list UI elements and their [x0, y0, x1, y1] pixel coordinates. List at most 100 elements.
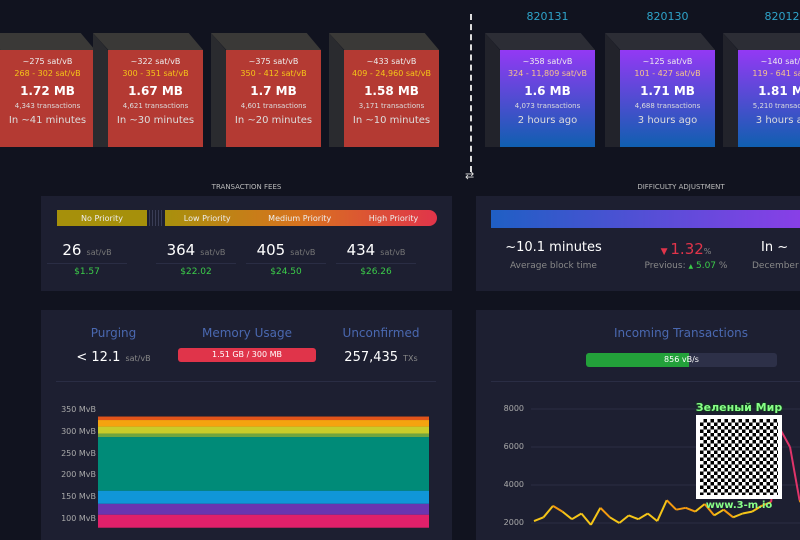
priority-bar: Low Priority Medium Priority High Priori…	[165, 210, 437, 226]
block-age: 3 hours ago	[738, 115, 800, 126]
mined-block[interactable]: ~125 sat/vB 101 - 427 sat/vB 1.71 MB 4,6…	[605, 33, 715, 147]
block-size: 1.71 MB	[620, 84, 715, 98]
fee-rate: 364	[167, 241, 196, 259]
line-segment	[534, 517, 543, 521]
median-fee: ~358 sat/vB	[500, 57, 595, 66]
y-tick-label: 250 MvB	[41, 449, 96, 458]
pct-unit: %	[719, 261, 728, 271]
mempool-block[interactable]: ~375 sat/vB 350 - 412 sat/vB 1.7 MB 4,60…	[211, 33, 321, 147]
line-segment	[648, 514, 657, 522]
fee-range: 119 - 641 sat/vB	[738, 69, 800, 78]
block-height-link[interactable]: 820130	[620, 10, 715, 23]
block-eta: In ~30 minutes	[108, 115, 203, 126]
y-tick-label: 100 MvB	[41, 514, 96, 523]
incoming-rate-bar: 856 vB/s	[586, 353, 777, 367]
no-priority-bar: No Priority	[57, 210, 147, 226]
tx-count: 3,171 transactions	[344, 102, 439, 110]
line-segment	[743, 512, 752, 514]
line-segment	[676, 508, 685, 510]
line-segment	[591, 508, 600, 525]
area-band	[98, 504, 429, 515]
mined-block[interactable]: ~140 sat/vB 119 - 641 sat/vB 1.81 MB 5,2…	[723, 33, 800, 147]
fees-panel: No Priority Low Priority Medium Priority…	[41, 196, 452, 291]
next-adjustment-eta: In ~	[761, 240, 800, 255]
purging-value: < 12.1	[76, 350, 120, 365]
median-fee: ~375 sat/vB	[226, 57, 321, 66]
line-segment	[733, 514, 742, 518]
incoming-label: Incoming Transactions	[556, 326, 800, 340]
swap-direction-icon[interactable]: ⇄	[465, 169, 474, 182]
block-height-link[interactable]: 820129	[738, 10, 800, 23]
mempool-block[interactable]: ~322 sat/vB 300 - 351 sat/vB 1.67 MB 4,6…	[93, 33, 203, 147]
block-size: 1.81 MB	[738, 84, 800, 98]
line-segment	[629, 515, 638, 519]
mempool-block[interactable]: ~433 sat/vB 409 - 24,960 sat/vB 1.58 MB …	[329, 33, 439, 147]
purging-unit: sat/vB	[125, 354, 150, 363]
difficulty-change: 1.32	[670, 240, 703, 258]
memory-usage-label: Memory Usage	[178, 326, 316, 340]
tx-count: 4,688 transactions	[620, 102, 715, 110]
median-fee: ~125 sat/vB	[620, 57, 715, 66]
purging-label: Purging	[61, 326, 166, 340]
line-segment	[553, 506, 562, 512]
tx-count: 4,621 transactions	[108, 102, 203, 110]
mempool-size-chart	[98, 400, 433, 540]
area-band	[98, 420, 429, 427]
low-priority-label: Low Priority	[184, 214, 231, 223]
previous-label: Previous:	[645, 261, 686, 271]
median-fee: ~140 sat/vB	[738, 57, 800, 66]
block-height-link[interactable]: 820131	[500, 10, 595, 23]
blockchain-divider	[470, 14, 472, 172]
fee-range: 101 - 427 sat/vB	[620, 69, 715, 78]
fee-usd: $26.26	[336, 263, 416, 277]
fee-range: 409 - 24,960 sat/vB	[344, 69, 439, 78]
watermark-title: Зеленый Мир	[693, 401, 785, 414]
down-arrow-icon: ▼	[661, 247, 671, 257]
fee-range: 324 - 11,809 sat/vB	[500, 69, 595, 78]
no-priority-label: No Priority	[81, 214, 123, 223]
fee-usd: $24.50	[246, 263, 326, 277]
unconfirmed-label: Unconfirmed	[331, 326, 431, 340]
mempool-block[interactable]: ~275 sat/vB 268 - 302 sat/vB 1.72 MB 4,3…	[0, 33, 95, 147]
y-tick-label: 350 MvB	[41, 405, 96, 414]
block-size: 1.6 MB	[500, 84, 595, 98]
y-tick-label: 200 MvB	[41, 470, 96, 479]
unconfirmed-unit: TXs	[403, 354, 418, 363]
fee-range: 350 - 412 sat/vB	[226, 69, 321, 78]
area-band	[98, 417, 429, 420]
block-eta: In ~10 minutes	[344, 115, 439, 126]
avg-block-time: ~10.1 minutes	[496, 240, 611, 255]
next-adjustment-date: December	[752, 261, 800, 271]
previous-change: 5.07	[696, 261, 716, 271]
pct-unit: %	[704, 247, 712, 256]
fee-usd: $1.57	[47, 263, 127, 277]
unconfirmed-value: 257,435	[344, 350, 398, 365]
block-size: 1.67 MB	[108, 84, 203, 98]
line-segment	[543, 506, 552, 517]
block-size: 1.72 MB	[0, 84, 95, 98]
line-segment	[657, 500, 666, 521]
fee-estimate: 405 sat/vB $24.50	[246, 240, 326, 277]
avg-block-time-label: Average block time	[496, 261, 611, 271]
mempool-panel: Purging < 12.1 sat/vB Memory Usage 1.51 …	[41, 310, 452, 540]
line-segment	[638, 514, 647, 520]
fee-range: 268 - 302 sat/vB	[0, 69, 95, 78]
area-band	[98, 437, 429, 491]
fees-title: TRANSACTION FEES	[41, 183, 452, 191]
fee-unit: sat/vB	[290, 248, 315, 257]
area-band	[98, 434, 429, 437]
fee-estimate: 364 sat/vB$22.02	[156, 240, 236, 277]
line-segment	[562, 512, 571, 520]
line-segment	[572, 514, 581, 520]
tx-count: 5,210 transactions	[738, 102, 800, 110]
watermark-url: www.3-m.io	[693, 500, 785, 511]
area-band	[98, 427, 429, 434]
mined-block[interactable]: ~358 sat/vB 324 - 11,809 sat/vB 1.6 MB 4…	[485, 33, 595, 147]
fee-rate: 405	[257, 241, 286, 259]
y-tick-label: 300 MvB	[41, 427, 96, 436]
area-band	[98, 515, 429, 528]
block-age: 3 hours ago	[620, 115, 715, 126]
fee-bar-gap	[149, 210, 164, 226]
high-priority-label: High Priority	[369, 214, 418, 223]
fee-rate: 26	[62, 241, 81, 259]
